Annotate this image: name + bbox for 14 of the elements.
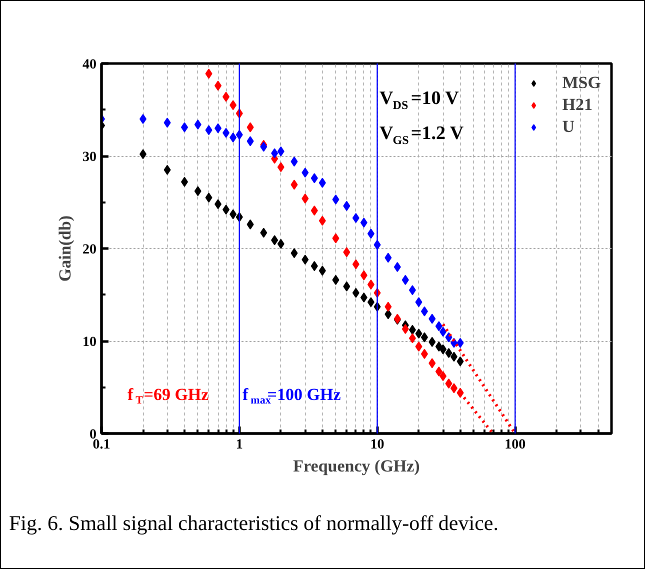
- y-tick-label: 30: [82, 150, 96, 165]
- legend-label: H21: [562, 95, 592, 115]
- y-axis-title: Gain(db): [56, 215, 74, 282]
- x-axis-title: Frequency (GHz): [293, 456, 420, 476]
- legend-label: MSG: [562, 73, 601, 93]
- y-tick-label: 20: [82, 242, 96, 258]
- y-tick-label: 40: [82, 58, 96, 72]
- y-tick-label: 10: [82, 335, 96, 350]
- x-tick-label: 1: [236, 438, 243, 452]
- caption: Fig. 6. Small signal characteristics of normally-off device.: [9, 511, 498, 536]
- x-tick-label: 0.1: [92, 438, 110, 452]
- x-tick-label: 100: [504, 438, 526, 452]
- x-tick-label: 10: [370, 438, 384, 452]
- legend-label: U: [562, 117, 576, 137]
